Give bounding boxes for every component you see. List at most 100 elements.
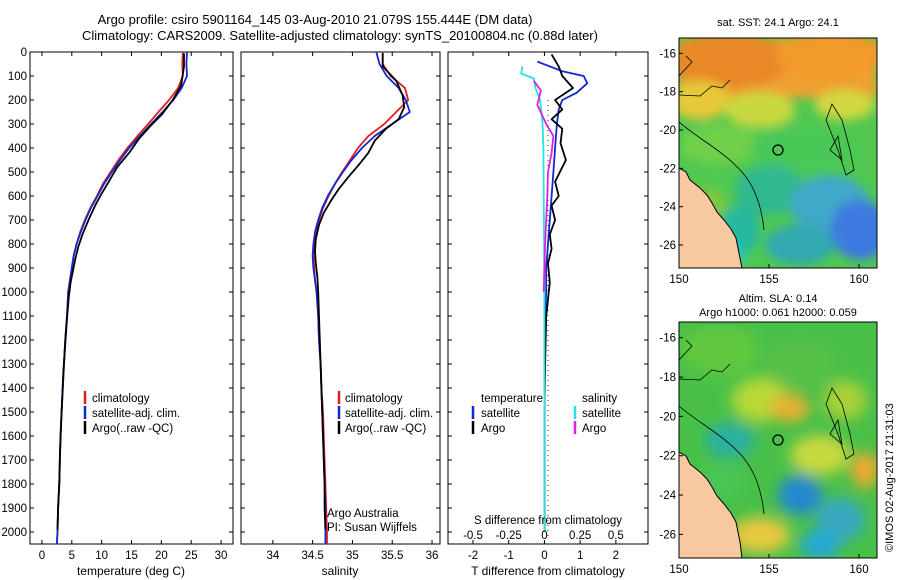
figure-title-line1: Argo profile: csiro 5901164_145 03-Aug-2… (98, 12, 533, 27)
legend-salinity-satellite-label: satellite (582, 408, 621, 420)
figure-title-line2: Climatology: CARS2009. Satellite-adjuste… (82, 28, 598, 43)
sla-map-lat-tick-label: -18 (659, 372, 676, 384)
temperature-series-argo (56, 53, 185, 530)
salinity-xtick-label: 36 (426, 550, 439, 562)
legend-temperature-argo-label: Argo (481, 423, 505, 435)
depth-tick-label: 1100 (2, 311, 27, 323)
difference-xtick-label: 1 (577, 550, 583, 562)
salinity-difference-tick-label: 0 (541, 530, 547, 542)
temperature-xtick-label: 15 (125, 550, 138, 562)
sst-map-lat-tick-label: -18 (659, 87, 676, 99)
depth-tick-label: 300 (8, 119, 27, 131)
salinity-difference-tick-label: 0.5 (608, 530, 624, 542)
sst-map-lon-tick-label: 155 (759, 274, 778, 286)
difference-panel: -2 -1 0 1 2 -0.5 -0.25 0 0.25 0.5 temperature sat… (447, 51, 649, 578)
sst-map-lat-tick-label: -20 (659, 125, 676, 137)
legend-temperature-header: temperature (481, 393, 543, 405)
difference-xtick-label: -1 (504, 550, 514, 562)
australia-coast (679, 451, 743, 558)
legend-satellite-label: satellite-adj. clim. (92, 408, 180, 420)
sla-map-lon-tick-label: 160 (849, 564, 868, 576)
legend-salinity-header: salinity (582, 393, 617, 405)
depth-tick-label: 1200 (1, 335, 27, 347)
sst-field (679, 38, 877, 268)
sla-map-lat-tick-label: -16 (659, 333, 676, 345)
depth-tick-label: 100 (8, 71, 27, 83)
depth-tick-label: 600 (8, 191, 27, 203)
sst-map-title: sat. SST: 24.1 Argo: 24.1 (717, 17, 839, 29)
temperature-legend: climatology satellite-adj. clim. Argo(..… (83, 391, 180, 435)
salinity-difference-tick-label: -0.25 (496, 530, 522, 542)
temperature-xtick-label: 20 (155, 550, 168, 562)
depth-tick-label: 500 (8, 167, 27, 179)
depth-tick-label: 900 (8, 263, 27, 275)
difference-axes (447, 51, 649, 545)
sla-map-lon-tick-label: 155 (759, 564, 778, 576)
depth-tick-label: 1900 (1, 503, 27, 515)
difference-series-salinity-argo (532, 80, 555, 293)
temperature-axes (29, 51, 234, 545)
depth-tick-label: 1500 (1, 407, 27, 419)
difference-xtick-label: 2 (613, 550, 619, 562)
sla-map-title-line2: Argo h1000: 0.061 h2000: 0.059 (699, 307, 857, 319)
sst-map-lon-tick-label: 160 (849, 274, 868, 286)
salinity-xlabel: salinity (322, 564, 359, 578)
depth-tick-label: 800 (8, 239, 27, 251)
legend-climatology-label: climatology (345, 393, 403, 405)
salinity-legend: climatology satellite-adj. clim. Argo(..… (337, 391, 433, 435)
depth-tick-label: 200 (8, 95, 27, 107)
temperature-xtick-label: 30 (215, 550, 228, 562)
salinity-xtick-label: 34.5 (301, 550, 323, 562)
sla-map-lon-tick-label: 150 (669, 564, 688, 576)
sst-map-lat-tick-label: -16 (659, 48, 676, 60)
depth-tick-label: 700 (8, 215, 27, 227)
salinity-difference-tick-label: 0.25 (569, 530, 591, 542)
temperature-panel: 0 5 10 15 20 25 30 0 100 200 300 400 500 600 700 800 90… (1, 47, 234, 578)
depth-tick-label: 1600 (1, 431, 27, 443)
salinity-series-argo (314, 53, 406, 530)
depth-tick-label: 1700 (1, 455, 27, 467)
legend-satellite-label: satellite-adj. clim. (345, 408, 433, 420)
argo-location-marker (772, 144, 784, 156)
sst-map-panel: sat. SST: 24.1 Argo: 24.1 (659, 17, 878, 286)
salinity-panel: 34 34.5 35 35.5 36 salinity climatology sate… (240, 51, 441, 578)
salinity-difference-xlabel: S difference from climatology (474, 515, 622, 527)
sla-map-lat-tick-label: -22 (659, 451, 676, 463)
depth-tick-label: 1300 (1, 359, 27, 371)
salinity-axes (240, 51, 441, 545)
depth-tick-label: 2000 (1, 527, 27, 539)
argo-location-marker (772, 434, 784, 446)
depth-tick-label: 1000 (1, 287, 27, 299)
credit-line2: PI: Susan Wijffels (327, 522, 417, 534)
legend-temperature-satellite-label: satellite (481, 408, 520, 420)
sla-field (679, 322, 877, 558)
sst-map-lat-tick-label: -24 (659, 202, 676, 214)
salinity-xtick-label: 35 (346, 550, 359, 562)
sla-map-lat-tick-label: -26 (659, 529, 676, 541)
difference-legend: temperature satellite Argo salinity sate… (471, 393, 621, 435)
sla-map-title-line1: Altim. SLA: 0.14 (739, 293, 818, 305)
salinity-xtick-label: 34 (266, 550, 279, 562)
reef-contours (679, 55, 855, 231)
depth-tick-label: 0 (21, 47, 27, 59)
sla-map-lat-tick-label: -20 (659, 411, 676, 423)
depth-tick-label: 1800 (1, 479, 27, 491)
depth-tick-label: 1400 (1, 383, 27, 395)
sst-map-lat-tick-label: -22 (659, 163, 676, 175)
difference-xtick-label: -2 (468, 550, 478, 562)
difference-xtick-label: 0 (541, 550, 547, 562)
reef-contours (679, 339, 855, 515)
temperature-xtick-label: 10 (95, 550, 108, 562)
legend-climatology-label: climatology (92, 393, 150, 405)
sla-map-lat-tick-label: -24 (659, 490, 676, 502)
sla-map-frame (678, 321, 878, 559)
salinity-xtick-label: 35.5 (381, 550, 403, 562)
sla-map-panel: Altim. SLA: 0.14 Argo h1000: 0.061 h2000… (659, 293, 878, 576)
timestamp-label: ©IMOS 02-Aug-2017 21:31:03 (884, 403, 896, 552)
credit-line1: Argo Australia (327, 508, 399, 520)
legend-argo-label: Argo(..raw -QC) (345, 423, 426, 435)
sst-map-lat-tick-label: -26 (659, 240, 676, 252)
temperature-xlabel: temperature (deg C) (77, 564, 185, 578)
sst-map-frame (678, 37, 878, 269)
